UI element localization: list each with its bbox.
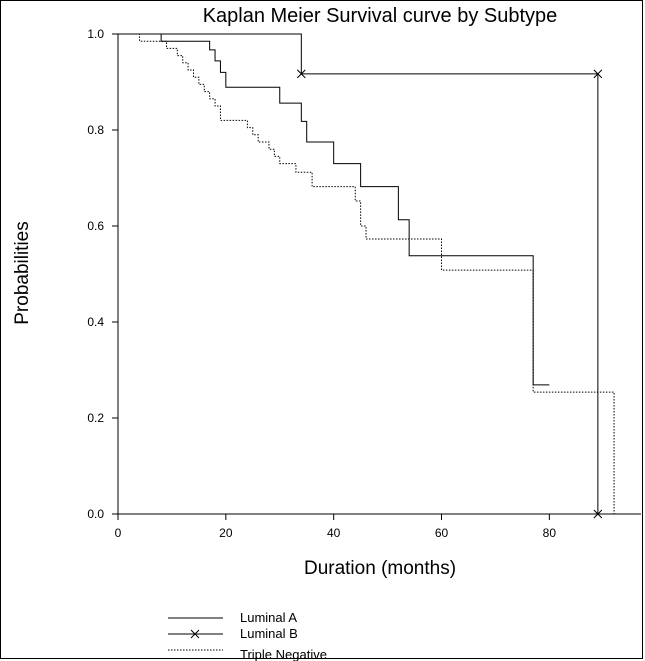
- series-layer: [118, 33, 615, 519]
- y-axis-title: Probabilities: [12, 221, 33, 325]
- x-tick-label: 0: [115, 526, 122, 540]
- series-marker-luminal-b: [593, 69, 603, 79]
- legend-label-luminal-a: Luminal A: [240, 610, 297, 625]
- legend-item-luminal-b: Luminal B: [168, 626, 298, 641]
- y-tick-label: 0.0: [87, 507, 104, 521]
- y-tick-label: 0.2: [87, 411, 104, 425]
- series-marker-luminal-b: [593, 509, 603, 519]
- y-tick-label: 0.8: [87, 123, 104, 137]
- series-line-luminal-a: [118, 33, 550, 386]
- series-line-luminal-b: [118, 33, 599, 514]
- y-ticks: 0.0 0.2 0.4 0.6 0.8 1.0: [87, 27, 118, 521]
- y-tick-label: 1.0: [87, 27, 104, 41]
- axes: [117, 34, 641, 515]
- legend-item-luminal-a: Luminal A: [168, 610, 297, 625]
- x-ticks: 0 20 40 60 80: [115, 514, 557, 540]
- chart-title: Kaplan Meier Survival curve by Subtype: [203, 5, 558, 27]
- x-tick-label: 60: [435, 526, 449, 540]
- legend: Luminal A Luminal B Triple Negative: [168, 610, 327, 661]
- y-tick-label: 0.6: [87, 219, 104, 233]
- series-line-triple-negative: [118, 33, 615, 514]
- series-marker-luminal-b: [296, 69, 306, 79]
- x-tick-label: 20: [219, 526, 233, 540]
- legend-label-luminal-b: Luminal B: [240, 626, 298, 641]
- legend-item-triple-negative: Triple Negative: [168, 647, 327, 661]
- legend-label-triple-negative: Triple Negative: [240, 647, 327, 661]
- x-tick-label: 40: [327, 526, 341, 540]
- legend-marker-luminal-b: [190, 629, 200, 639]
- y-tick-label: 0.4: [87, 315, 104, 329]
- x-tick-label: 80: [543, 526, 557, 540]
- x-axis-title: Duration (months): [304, 558, 456, 579]
